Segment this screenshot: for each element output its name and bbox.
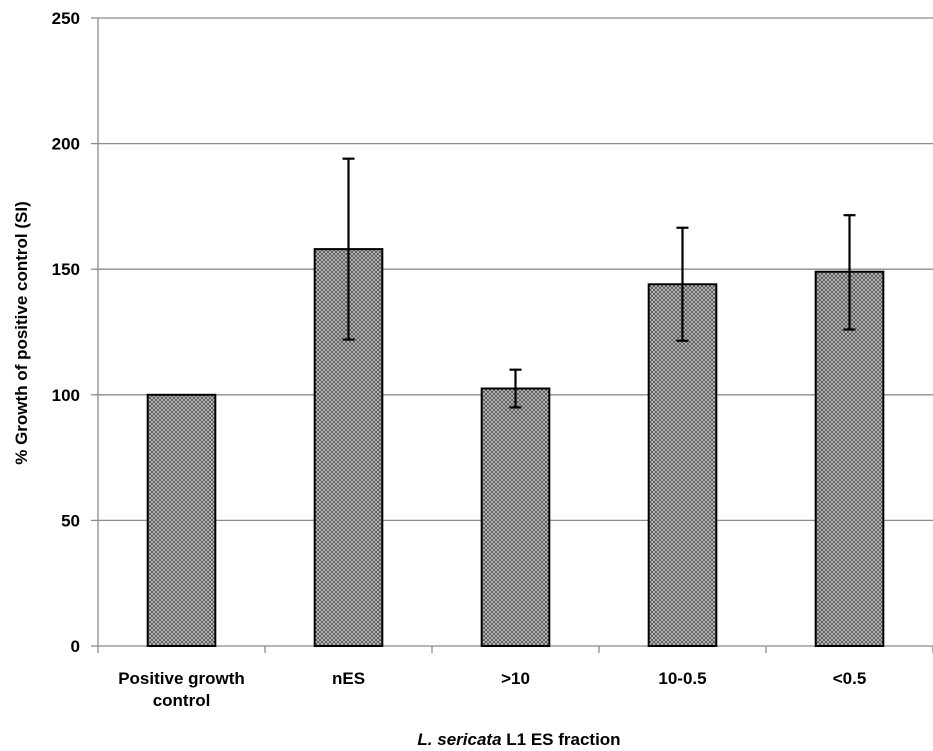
y-axis-title: % Growth of positive control (SI)	[12, 201, 31, 465]
x-tick-label: <0.5	[833, 669, 867, 688]
x-tick-label: Positive growth	[118, 669, 245, 688]
error-bars	[342, 157, 856, 409]
y-tick-labels: 0 50 100 150 200 250	[52, 9, 80, 656]
y-tick-label: 100	[52, 386, 80, 405]
x-tick-label: >10	[501, 669, 530, 688]
x-axis-title: L. sericata L1 ES fraction	[417, 730, 620, 749]
y-tick-label: 0	[71, 637, 80, 656]
x-axis-title-rest: L1 ES fraction	[502, 730, 621, 749]
x-tick-label: nES	[332, 669, 365, 688]
bars	[146, 248, 885, 647]
y-tick-label: 150	[52, 260, 80, 279]
bar	[480, 387, 551, 647]
y-tick-label: 200	[52, 135, 80, 154]
x-tick-label: 10-0.5	[658, 669, 706, 688]
x-axis-title-italic: L. sericata	[417, 730, 501, 749]
y-tick-label: 50	[61, 511, 80, 530]
x-tick-label: control	[153, 691, 211, 710]
gridlines	[98, 17, 933, 522]
x-tick-labels: Positive growth control nES >10 10-0.5 <0.5	[118, 669, 866, 710]
y-tick-label: 250	[52, 9, 80, 28]
bar	[146, 393, 217, 647]
